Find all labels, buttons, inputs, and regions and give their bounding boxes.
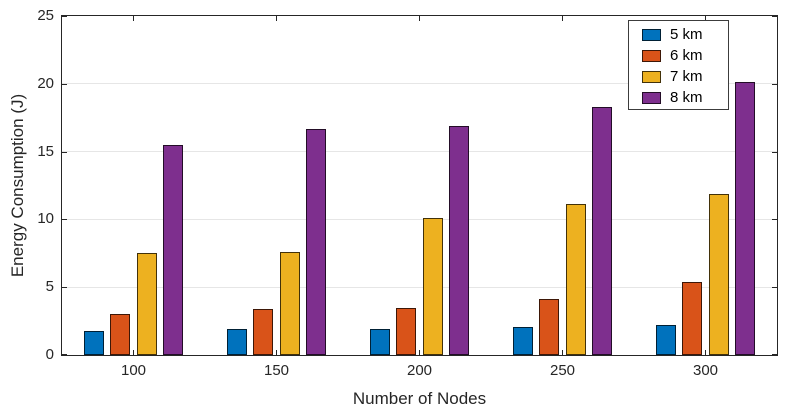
bar-6km-150 (253, 308, 274, 355)
y-tick-label: 10 (37, 210, 54, 228)
bar-5km-100 (83, 330, 104, 355)
legend-label: 8 km (670, 89, 703, 106)
y-axis-tick (772, 83, 777, 85)
x-axis-tick (133, 350, 134, 355)
gridline (62, 83, 777, 85)
bar-8km-300 (735, 82, 756, 355)
x-axis-tick (276, 16, 277, 21)
bar-6km-300 (682, 281, 703, 355)
bar-6km-200 (396, 308, 417, 355)
legend-item: 6 km (642, 45, 728, 66)
gridline (62, 151, 777, 153)
bar-7km-150 (279, 251, 300, 355)
y-axis-title: Energy Consumption (J) (8, 93, 27, 278)
bar-7km-200 (422, 218, 443, 355)
x-axis-tick (276, 350, 277, 355)
y-axis-tick (62, 287, 67, 289)
x-tick-label: 100 (120, 362, 147, 379)
legend-item: 7 km (642, 66, 728, 87)
x-axis-tick (705, 16, 706, 21)
legend-swatch (642, 28, 661, 41)
bar-7km-100 (136, 253, 157, 355)
gridline (62, 218, 777, 220)
x-tick-label: 200 (406, 362, 433, 379)
legend-item: 5 km (642, 24, 728, 45)
bar-5km-250 (512, 327, 533, 355)
bar-7km-300 (708, 193, 729, 355)
legend-swatch (642, 49, 661, 62)
legend: 5 km 6 km 7 km 8 km (628, 20, 729, 110)
legend-swatch (642, 70, 661, 83)
y-tick-label: 20 (37, 74, 54, 92)
x-axis-tick (562, 350, 563, 355)
gridline (62, 286, 777, 288)
bar-5km-200 (369, 328, 390, 355)
bar-5km-150 (226, 329, 247, 355)
x-axis-tick (562, 16, 563, 21)
legend-item: 8 km (642, 87, 728, 108)
bar-5km-300 (655, 325, 676, 355)
legend-label: 6 km (670, 47, 703, 64)
bar-8km-150 (306, 128, 327, 355)
bar-6km-250 (539, 298, 560, 355)
x-axis-tick (133, 16, 134, 21)
y-tick-label: 5 (45, 278, 54, 296)
bar-6km-100 (110, 314, 131, 355)
y-tick-label: 15 (37, 142, 54, 160)
y-axis-tick (772, 151, 777, 153)
y-axis-tick (62, 354, 67, 355)
bar-7km-250 (565, 204, 586, 355)
y-axis-tick (62, 83, 67, 85)
bar-8km-200 (449, 125, 470, 355)
y-axis-tick (772, 219, 777, 221)
y-axis-tick (62, 219, 67, 221)
x-axis-tick (705, 350, 706, 355)
x-axis-tick (419, 350, 420, 355)
x-tick-label: 250 (549, 362, 576, 379)
x-axis-title: Number of Nodes (352, 389, 487, 408)
legend-swatch (642, 91, 661, 104)
y-tick-label: 0 (45, 346, 54, 363)
y-axis-tick (772, 16, 777, 17)
x-tick-label: 150 (263, 362, 290, 379)
legend-label: 7 km (670, 68, 703, 85)
bar-8km-250 (592, 106, 613, 355)
bar-8km-100 (163, 144, 184, 355)
y-tick-label: 25 (37, 7, 54, 24)
y-axis-tick (62, 151, 67, 153)
y-axis-tick (772, 354, 777, 355)
x-tick-label: 300 (692, 362, 719, 379)
y-axis-tick (772, 287, 777, 289)
legend-label: 5 km (670, 26, 703, 43)
x-axis-tick (419, 16, 420, 21)
y-axis-tick (62, 16, 67, 17)
